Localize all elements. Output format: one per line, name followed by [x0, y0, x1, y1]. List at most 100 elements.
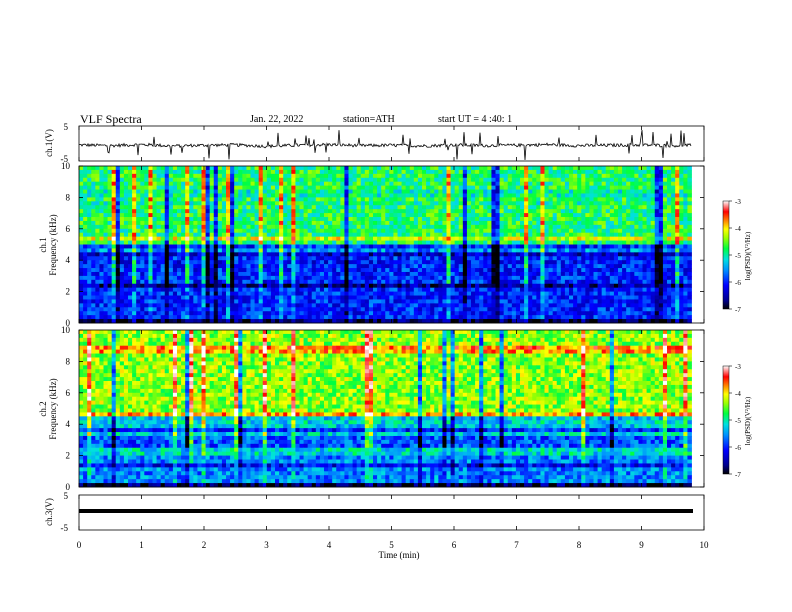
spec1-cell	[262, 209, 268, 214]
spec1-cell	[119, 166, 125, 171]
spec1-cell	[83, 173, 88, 179]
spec1-cell	[597, 217, 603, 222]
spec1-cell	[356, 181, 362, 187]
spec1-cell	[356, 275, 362, 281]
spec1-cell	[438, 264, 443, 269]
spec1-cell	[107, 220, 113, 226]
spec1-cell	[324, 205, 329, 210]
spec1-cell	[368, 248, 374, 253]
spec1-cell	[352, 283, 358, 289]
spec1-cell	[201, 177, 206, 183]
spec1-cell	[422, 213, 427, 218]
spec1-cell	[311, 224, 317, 230]
spec1-cell	[209, 236, 215, 241]
spec1-cell	[377, 166, 382, 171]
spec1-cell	[230, 193, 235, 198]
spec1-cell	[79, 232, 84, 238]
spec1-cell	[172, 275, 178, 281]
spec1-cell	[205, 244, 211, 249]
spec1-cell	[266, 279, 272, 285]
spec1-cell	[409, 201, 415, 206]
spec1-cell	[658, 169, 664, 175]
spec1-cell	[360, 193, 366, 198]
spec1-cell	[491, 185, 496, 190]
spec1-cell	[605, 291, 611, 296]
spec1-cell	[585, 252, 590, 257]
spec1-cell	[336, 220, 341, 226]
spec1-cell	[172, 205, 178, 210]
spec1-cell	[475, 236, 480, 241]
spec1-cell	[140, 169, 145, 175]
spec1-cell	[111, 295, 117, 300]
spec1-cell	[368, 232, 374, 238]
spec1-cell	[613, 232, 619, 238]
spec1-cell	[458, 205, 464, 210]
spec1-cell	[230, 275, 235, 281]
spec1-cell	[160, 228, 166, 234]
spec1-cell	[364, 201, 370, 206]
spec1-cell	[491, 224, 496, 230]
spec1-cell	[409, 283, 415, 289]
spec1-cell	[319, 173, 325, 179]
spec1-cell	[479, 264, 484, 269]
spec1-cell	[548, 291, 554, 296]
spec1-cell	[430, 264, 435, 269]
spec1-cell	[103, 213, 108, 218]
spec1-cell	[393, 271, 398, 277]
spec1-cell	[168, 224, 174, 230]
spec1-cell	[646, 209, 652, 214]
spec1-cell	[140, 283, 145, 289]
spec1-cell	[164, 209, 170, 214]
spec1-cell	[123, 275, 129, 281]
spec1-cell	[352, 271, 358, 277]
spec1-cell	[299, 185, 304, 190]
spec1-cell	[160, 181, 166, 187]
spec1-cell	[409, 169, 415, 175]
spec1-cell	[687, 271, 692, 277]
spec1-cell	[364, 240, 370, 245]
spec1-cell	[315, 213, 321, 218]
spec1-cell	[364, 193, 370, 198]
spec1-cell	[275, 260, 280, 265]
spec1-cell	[185, 232, 190, 238]
spec1-cell	[585, 271, 590, 277]
spec1-cell	[585, 173, 590, 179]
spec1-cell	[601, 291, 607, 296]
spec1-cell	[332, 260, 337, 265]
spec1-cell	[381, 213, 386, 218]
spec1-cell	[193, 169, 198, 175]
spec1-cell	[422, 220, 427, 226]
spec1-cell	[475, 197, 480, 202]
spec1-cell	[254, 268, 260, 273]
spec1-cell	[462, 189, 468, 194]
spec1-cell	[479, 232, 484, 238]
spec1-cell	[303, 220, 309, 226]
spec1-cell	[111, 205, 117, 210]
spec1-cell	[238, 193, 243, 198]
spec1-cell	[226, 213, 231, 218]
spec1-cell	[446, 217, 451, 222]
spec1-cell	[217, 173, 223, 179]
spec1-cell	[172, 181, 178, 187]
spec1-cell	[373, 205, 378, 210]
spec1-cell	[434, 220, 439, 226]
spec1-cell	[148, 205, 153, 210]
spec1-cell	[205, 205, 211, 210]
spec1-cell	[426, 256, 431, 261]
spec1-cell	[303, 256, 309, 261]
spec1-cell	[528, 232, 533, 238]
spec1-cell	[123, 189, 129, 194]
spec1-cell	[303, 275, 309, 281]
spec1-cell	[650, 268, 656, 273]
spec1-cell	[226, 166, 231, 171]
spec1-cell	[573, 283, 578, 289]
spec1-cell	[128, 260, 133, 265]
spec1-cell	[597, 256, 603, 261]
spec1-cell	[136, 236, 141, 241]
spec1-cell	[658, 248, 664, 253]
spec1-cell	[560, 252, 566, 257]
spec1-cell	[291, 217, 296, 222]
spec1-cell	[168, 279, 174, 285]
spec1-cell	[577, 240, 582, 245]
spec1-cell	[401, 260, 407, 265]
